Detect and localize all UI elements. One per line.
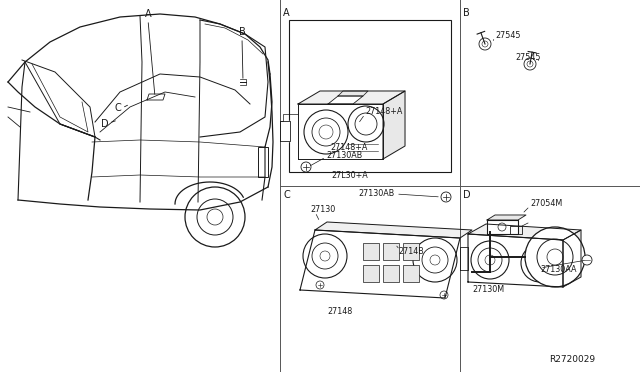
Bar: [403, 243, 419, 260]
Text: 27130M: 27130M: [472, 285, 504, 295]
Polygon shape: [468, 234, 563, 287]
Polygon shape: [487, 215, 526, 220]
Text: 27054M: 27054M: [530, 199, 563, 208]
Text: B: B: [463, 8, 470, 18]
Text: A: A: [145, 9, 151, 19]
Circle shape: [521, 244, 559, 282]
Circle shape: [582, 255, 592, 265]
Text: R2720029: R2720029: [549, 356, 595, 365]
Circle shape: [440, 291, 448, 299]
Circle shape: [303, 234, 347, 278]
Bar: [363, 243, 379, 260]
Polygon shape: [468, 224, 581, 240]
Polygon shape: [298, 104, 383, 159]
Polygon shape: [338, 91, 368, 96]
Text: C: C: [115, 103, 122, 113]
Circle shape: [479, 38, 491, 50]
Circle shape: [525, 227, 585, 287]
Polygon shape: [300, 230, 460, 298]
Text: 27130AB: 27130AB: [326, 151, 362, 160]
Text: 27545: 27545: [515, 52, 541, 61]
Bar: [383, 265, 399, 282]
Bar: [289, 20, 451, 172]
Polygon shape: [563, 230, 581, 287]
Text: C: C: [283, 190, 290, 200]
Text: 2714B: 2714B: [398, 247, 424, 257]
Bar: [363, 265, 379, 282]
Text: A: A: [283, 8, 290, 18]
Polygon shape: [315, 222, 472, 238]
Circle shape: [441, 192, 451, 202]
Text: 27L30+A: 27L30+A: [332, 171, 369, 180]
Circle shape: [413, 238, 457, 282]
Bar: [403, 265, 419, 282]
Circle shape: [524, 58, 536, 70]
Bar: [258, 147, 268, 177]
Text: 27148+A: 27148+A: [330, 142, 367, 151]
Text: 27130: 27130: [310, 205, 335, 215]
Circle shape: [301, 162, 311, 172]
Text: 27130AB: 27130AB: [359, 189, 395, 199]
Polygon shape: [280, 121, 290, 141]
Text: 27148+A: 27148+A: [365, 108, 403, 116]
Polygon shape: [487, 220, 518, 234]
Circle shape: [471, 241, 509, 279]
Circle shape: [304, 110, 348, 154]
Circle shape: [348, 106, 384, 142]
Circle shape: [185, 187, 245, 247]
Polygon shape: [298, 91, 405, 104]
Text: 27130AA: 27130AA: [540, 266, 577, 275]
Polygon shape: [328, 96, 363, 104]
Text: 27148: 27148: [328, 308, 353, 317]
Text: D: D: [463, 190, 470, 200]
Text: B: B: [239, 27, 245, 37]
Text: 27545: 27545: [495, 32, 520, 41]
Text: D: D: [101, 119, 109, 129]
Bar: [383, 243, 399, 260]
Circle shape: [316, 281, 324, 289]
Polygon shape: [383, 91, 405, 159]
